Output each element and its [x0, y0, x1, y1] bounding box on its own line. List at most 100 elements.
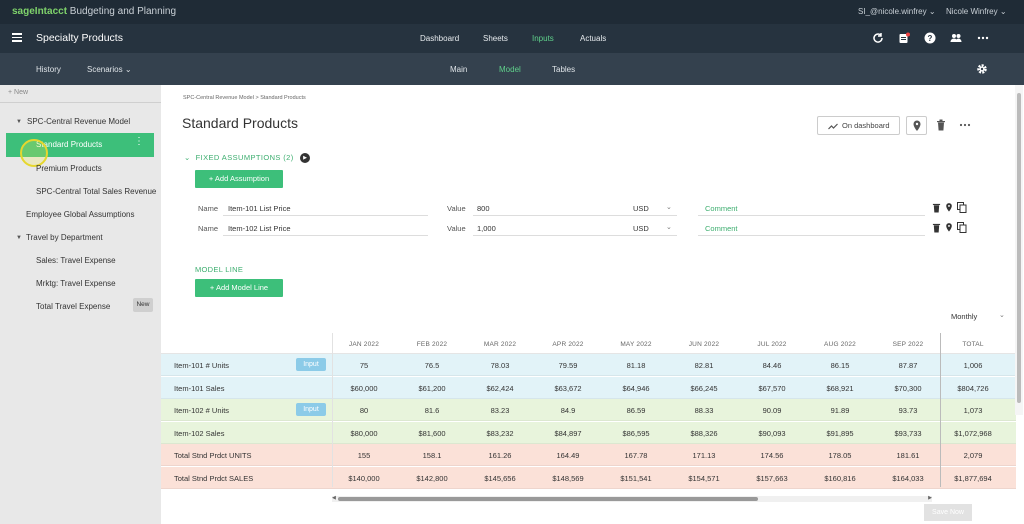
comment-field[interactable]: Comment [705, 224, 738, 233]
value-cell[interactable]: 82.81 [694, 361, 714, 370]
currency-select[interactable]: USD [633, 224, 649, 233]
location-pin-icon[interactable] [945, 222, 953, 235]
name-field[interactable]: Item-102 List Price [228, 224, 291, 233]
caret-down-icon[interactable]: ▼ [16, 119, 22, 125]
comment-field[interactable]: Comment [705, 204, 738, 213]
value-cell: 181.61 [896, 451, 920, 460]
currency-select[interactable]: USD [633, 204, 649, 213]
value-cell[interactable]: 91.89 [830, 406, 850, 415]
value-cell[interactable]: 79.59 [558, 361, 578, 370]
settings-gear-icon[interactable] [976, 63, 988, 75]
table-row[interactable]: Item-102 # Units Input 80 81.6 83.23 84.9 86.5… [161, 399, 1016, 421]
sidebar-item-spc-central-revenue-model[interactable]: SPC-Central Revenue Model [27, 117, 131, 126]
table-row[interactable]: Total Stnd Prdct SALES $140,000 $142,800 $1… [161, 466, 1016, 489]
add-assumption-button[interactable]: + Add Assumption [195, 170, 283, 188]
on-dashboard-button[interactable]: On dashboard [817, 116, 900, 135]
sidebar-item-spc-central-total-sales-revenue[interactable]: SPC-Central Total Sales Revenue [36, 187, 157, 196]
trash-icon[interactable] [932, 202, 941, 215]
chevron-down-icon[interactable]: ⌄ [666, 224, 672, 231]
more-options-icon[interactable] [959, 119, 971, 134]
value-cell[interactable]: 87.87 [898, 361, 918, 370]
value-cell[interactable]: 81.18 [626, 361, 646, 370]
save-now-button[interactable]: Save Now [924, 504, 972, 521]
help-icon[interactable]: ? [924, 32, 936, 44]
value-cell[interactable]: 80 [359, 406, 369, 415]
value-cell[interactable]: 81.6 [424, 406, 440, 415]
nav-actuals[interactable]: Actuals [580, 34, 607, 43]
total-cell[interactable]: 1,006 [963, 361, 983, 370]
chevron-down-icon[interactable]: ⌄ [666, 204, 672, 211]
value-cell[interactable]: 75 [359, 361, 369, 370]
fixed-assumptions-header[interactable]: ⌄ FIXED ASSUMPTIONS (2) [184, 153, 294, 162]
item-options-icon[interactable]: ⋮ [134, 136, 144, 147]
trash-icon[interactable] [936, 119, 946, 134]
sidebar-item-total-travel-expense[interactable]: Total Travel Expense [36, 302, 111, 311]
total-cell: 2,079 [963, 451, 983, 460]
scenarios-dropdown[interactable]: Scenarios ⌄ [87, 65, 132, 74]
sidebar-item-label: Standard Products [36, 140, 103, 149]
sidebar-item-employee-global-assumptions[interactable]: Employee Global Assumptions [26, 210, 135, 219]
vertical-scrollbar[interactable] [1015, 85, 1023, 415]
column-header: APR 2022 [552, 341, 584, 348]
horizontal-scrollbar[interactable]: ◀ ▶ [332, 495, 932, 502]
caret-down-icon[interactable]: ▼ [16, 235, 22, 241]
input-badge: Input [296, 358, 326, 371]
nav-inputs[interactable]: Inputs [532, 34, 554, 43]
notification-icon[interactable] [898, 32, 910, 44]
play-icon[interactable]: ▶ [300, 153, 310, 163]
tab-model[interactable]: Model [499, 65, 521, 74]
scroll-left-icon[interactable]: ◀ [332, 495, 336, 501]
user-name-menu[interactable]: Nicole Winfrey ⌄ [946, 7, 1007, 16]
value-cell[interactable]: 90.09 [762, 406, 782, 415]
copy-icon[interactable] [957, 202, 967, 215]
total-cell: $1,072,968 [954, 428, 992, 438]
value-field[interactable]: 800 [477, 204, 490, 213]
value-cell[interactable]: 86.15 [830, 361, 850, 370]
table-row[interactable]: Item-102 Sales $80,000 $81,600 $83,232 $84,8… [161, 421, 1016, 444]
value-cell[interactable]: 86.59 [626, 406, 646, 415]
trash-icon[interactable] [932, 222, 941, 235]
user-id-menu[interactable]: SI_@nicole.winfrey ⌄ [858, 7, 936, 16]
value-cell: $60,000 [350, 383, 378, 393]
copy-icon[interactable] [957, 222, 967, 235]
name-field[interactable]: Item-101 List Price [228, 204, 291, 213]
tab-tables[interactable]: Tables [552, 65, 576, 74]
chevron-down-icon[interactable]: ⌄ [999, 312, 1005, 319]
value-cell[interactable]: 83.23 [490, 406, 510, 415]
table-row[interactable]: Item-101 # Units Input 75 76.5 78.03 79.59 81.… [161, 354, 1016, 376]
divider [332, 333, 333, 487]
pin-button[interactable] [906, 116, 927, 135]
period-select[interactable]: Monthly [951, 312, 978, 321]
sidebar-item-mrktg-travel-expense[interactable]: Mrktg: Travel Expense [36, 279, 116, 288]
nav-dashboard[interactable]: Dashboard [420, 34, 460, 43]
hamburger-menu-icon[interactable] [12, 33, 22, 42]
grid-header: JAN 2022 FEB 2022 MAR 2022 APR 2022 MAY … [161, 333, 1016, 354]
table-row[interactable]: Total Stnd Prdct UNITS 155 158.1 161.26 164.… [161, 444, 1016, 466]
table-row[interactable]: Item-101 Sales $60,000 $61,200 $62,424 $63,6… [161, 376, 1016, 399]
history-link[interactable]: History [36, 65, 61, 74]
value-cell: 167.78 [624, 451, 648, 460]
value-cell[interactable]: 84.46 [762, 361, 782, 370]
location-pin-icon[interactable] [945, 202, 953, 215]
total-cell[interactable]: 1,073 [963, 406, 983, 415]
refresh-icon[interactable] [872, 32, 884, 44]
sidebar-item-travel-by-department[interactable]: Travel by Department [26, 233, 103, 242]
new-item-button[interactable]: + New [8, 89, 29, 96]
sidebar-item-premium-products[interactable]: Premium Products [36, 164, 102, 173]
breadcrumb[interactable]: SPC-Central Revenue Model > Standard Pro… [183, 95, 306, 101]
sidebar-item-sales-travel-expense[interactable]: Sales: Travel Expense [36, 256, 116, 265]
value-cell[interactable]: 78.03 [490, 361, 510, 370]
value-field[interactable]: 1,000 [477, 224, 496, 233]
scroll-thumb[interactable] [1017, 93, 1021, 403]
scroll-thumb[interactable] [338, 497, 758, 501]
tab-main[interactable]: Main [450, 65, 468, 74]
users-icon[interactable] [950, 32, 962, 44]
nav-sheets[interactable]: Sheets [483, 34, 508, 43]
value-cell[interactable]: 76.5 [424, 361, 440, 370]
scroll-right-icon[interactable]: ▶ [928, 495, 932, 501]
add-model-line-button[interactable]: + Add Model Line [195, 279, 283, 297]
value-cell[interactable]: 84.9 [560, 406, 576, 415]
more-icon[interactable] [977, 32, 989, 44]
value-cell[interactable]: 93.73 [898, 406, 918, 415]
value-cell[interactable]: 88.33 [694, 406, 714, 415]
